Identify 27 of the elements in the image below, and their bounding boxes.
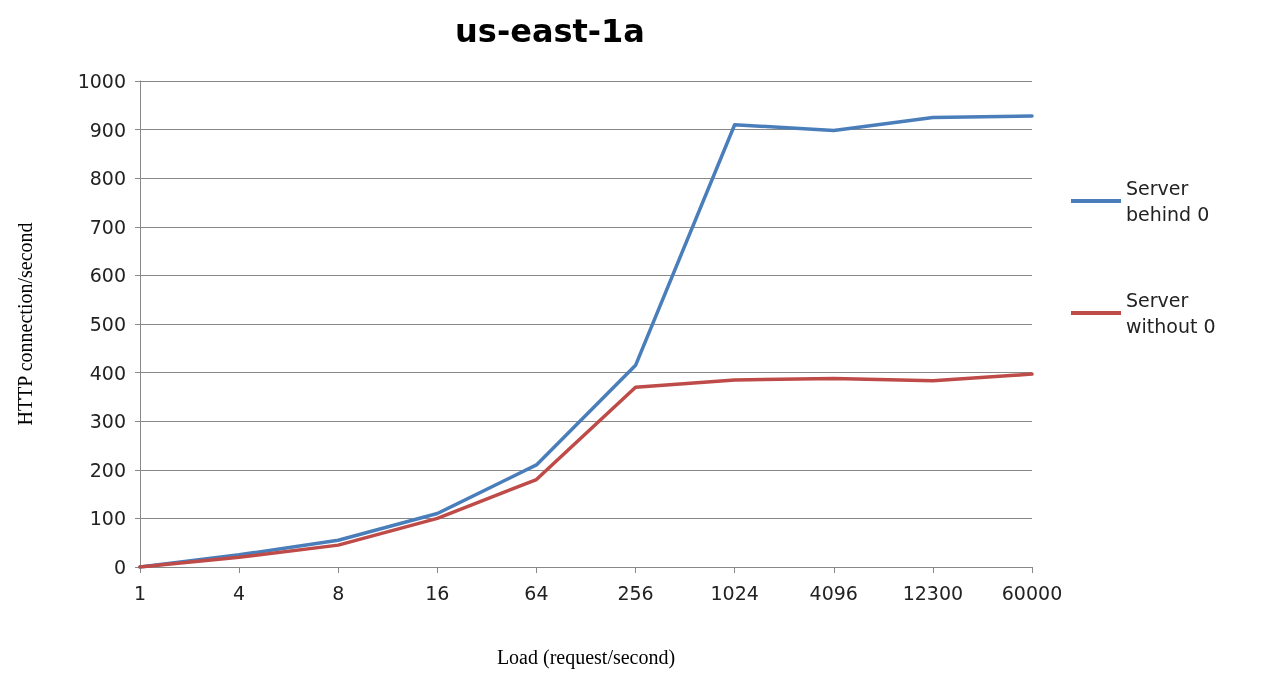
line-series (138, 372, 1034, 569)
x-tick-label: 1024 (710, 581, 759, 604)
y-tick-label: 600 (89, 264, 126, 287)
x-tick-label: 8 (332, 581, 345, 604)
y-tick-label: 200 (89, 458, 126, 481)
x-tick-label: 4 (233, 581, 246, 604)
y-tick-label: 900 (89, 118, 126, 141)
legend-label: Server without 0 (1126, 289, 1216, 337)
x-tick-label: 1 (133, 581, 147, 604)
y-tick-label: 400 (89, 361, 126, 384)
x-tick-label: 16 (425, 581, 450, 604)
x-tick-label: 4096 (809, 581, 858, 604)
y-tick-label: 100 (89, 507, 126, 530)
x-tick-label: 256 (617, 581, 654, 604)
y-tick-label: 700 (89, 215, 126, 238)
y-tick-label: 0 (113, 556, 126, 578)
x-tick-label: 60000 (1001, 581, 1063, 604)
legend-label: Server behind 0 (1126, 177, 1210, 225)
x-tick-label: 12300 (902, 581, 964, 604)
x-tick-label: 64 (524, 581, 549, 604)
y-tick-label: 1000 (77, 70, 126, 92)
y-axis-title: HTTP connection/second (14, 222, 36, 426)
y-tick-label: 500 (89, 313, 126, 335)
y-tick-label: 300 (89, 410, 126, 433)
chart-title: us-east-1a (455, 12, 645, 50)
x-axis-title: Load (request/second) (496, 646, 676, 669)
y-tick-label: 800 (89, 167, 126, 190)
